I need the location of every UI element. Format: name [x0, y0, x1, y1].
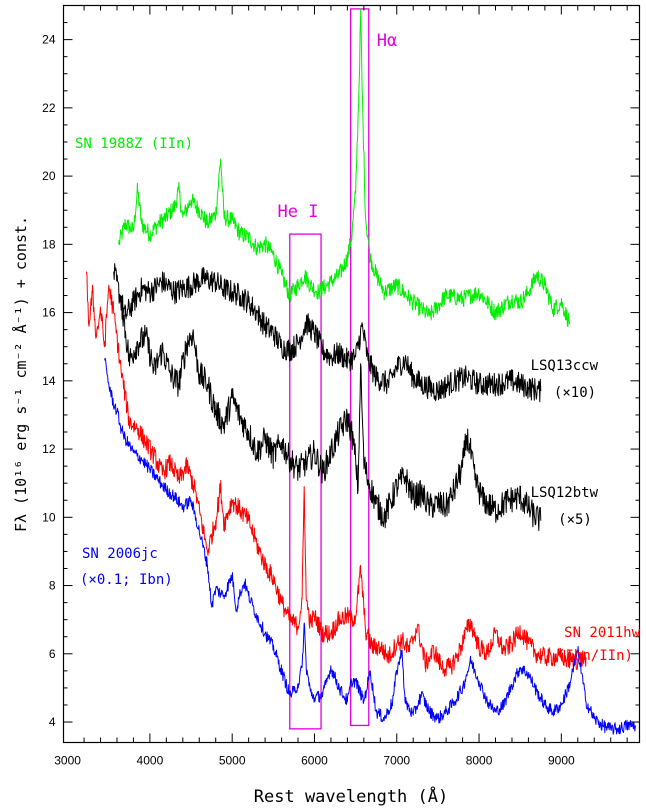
y-tick-label: 4 [49, 715, 56, 729]
series-label-sn-2006jc: SN 2006jc [82, 546, 158, 562]
y-tick-label: 24 [42, 33, 56, 47]
y-axis-label: Fλ (10¹⁶ erg s⁻¹ cm⁻² Å⁻¹) + const. [11, 216, 30, 532]
y-tick-label: 8 [49, 579, 56, 593]
annotation-label-h: Hα [377, 31, 397, 51]
x-tick-label: 6000 [301, 754, 328, 768]
series-label-lsq13ccw: LSQ13ccw [531, 358, 599, 374]
x-tick-label: 9000 [548, 754, 575, 768]
series-label-sn-2006jc: (×0.1; Ibn) [80, 572, 173, 588]
plot-frame [62, 4, 641, 744]
series-line-sn-2011hw [86, 271, 587, 677]
series-label-sn-1988z-iin: SN 1988Z (IIn) [75, 136, 193, 152]
y-tick-label: 6 [49, 647, 56, 661]
series-label-sn-2011hw: (Ibn/IIn) [557, 648, 633, 664]
y-tick-label: 14 [42, 374, 56, 388]
series-layer [86, 8, 636, 735]
x-axis-label: Rest wavelength (Å) [254, 785, 448, 807]
y-tick-label: 12 [42, 442, 56, 456]
y-tick-label: 18 [42, 237, 56, 251]
y-tick-label: 20 [42, 169, 56, 183]
y-tick-label: 10 [42, 510, 56, 524]
series-label-lsq13ccw: (×10) [554, 385, 596, 401]
x-tick-label: 5000 [219, 754, 246, 768]
series-label-lsq12btw: (×5) [558, 512, 592, 528]
series-line-sn-2006jc [104, 357, 636, 735]
y-tick-label: 16 [42, 306, 56, 320]
tick-layer: 3000 4000 5000 6000 7000 8000 9000 4 6 8 10 12 14 16 1… [42, 5, 640, 768]
annotation-box-he-i [289, 233, 322, 730]
x-tick-label: 8000 [466, 754, 493, 768]
series-line-sn-1988z-iin [118, 8, 571, 327]
series-label-sn-2011hw: SN 2011hw [564, 625, 640, 641]
y-tick-label: 22 [42, 101, 56, 115]
x-tick-label: 7000 [383, 754, 410, 768]
series-label-lsq12btw: LSQ12btw [531, 485, 599, 501]
annotation-label-he-i: He I [278, 202, 319, 222]
series-line-lsq13ccw [113, 263, 542, 403]
series-label-layer: SN 1988Z (IIn) LSQ13ccw (×10) LSQ12btw (×5) S… [75, 31, 641, 664]
series-line-lsq12btw [120, 295, 542, 531]
x-tick-label: 4000 [137, 754, 164, 768]
x-tick-label: 3000 [54, 754, 81, 768]
